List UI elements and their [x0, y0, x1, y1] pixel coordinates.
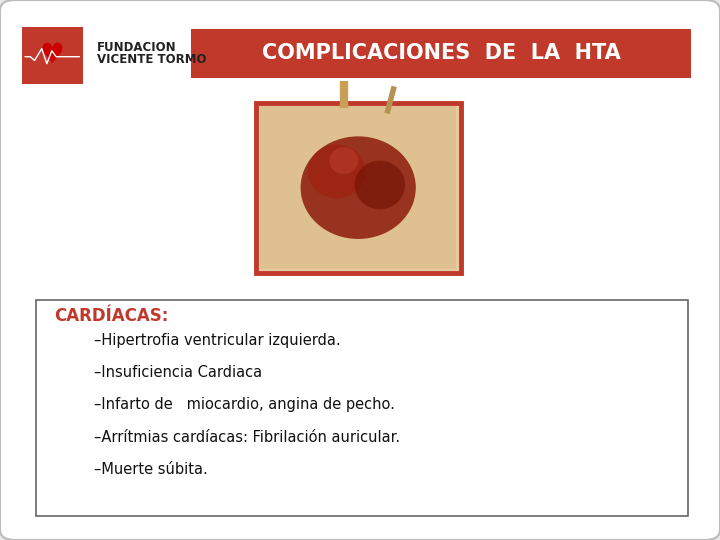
- Text: –Insuficiencia Cardiaca: –Insuficiencia Cardiaca: [94, 365, 262, 380]
- Text: –Arrítmias cardíacas: Fibrilación auricular.: –Arrítmias cardíacas: Fibrilación auricu…: [94, 430, 400, 445]
- Text: VICENTE TORMO: VICENTE TORMO: [97, 53, 207, 66]
- Ellipse shape: [307, 144, 365, 198]
- Text: –Hipertrofia ventricular izquierda.: –Hipertrofia ventricular izquierda.: [94, 333, 341, 348]
- Text: –Muerte súbita.: –Muerte súbita.: [94, 462, 207, 477]
- Ellipse shape: [300, 137, 416, 239]
- Text: FUNDACION: FUNDACION: [97, 41, 177, 54]
- FancyBboxPatch shape: [256, 103, 461, 273]
- Text: ♥: ♥: [40, 41, 64, 69]
- Text: COMPLICACIONES  DE  LA  HTA: COMPLICACIONES DE LA HTA: [262, 43, 621, 64]
- Text: CARDÍACAS:: CARDÍACAS:: [54, 307, 168, 325]
- Text: –Infarto de   miocardio, angina de pecho.: –Infarto de miocardio, angina de pecho.: [94, 397, 395, 413]
- FancyBboxPatch shape: [36, 300, 688, 516]
- FancyBboxPatch shape: [260, 106, 456, 269]
- Ellipse shape: [329, 147, 358, 174]
- FancyBboxPatch shape: [22, 27, 83, 84]
- FancyBboxPatch shape: [191, 29, 691, 78]
- Ellipse shape: [354, 160, 405, 209]
